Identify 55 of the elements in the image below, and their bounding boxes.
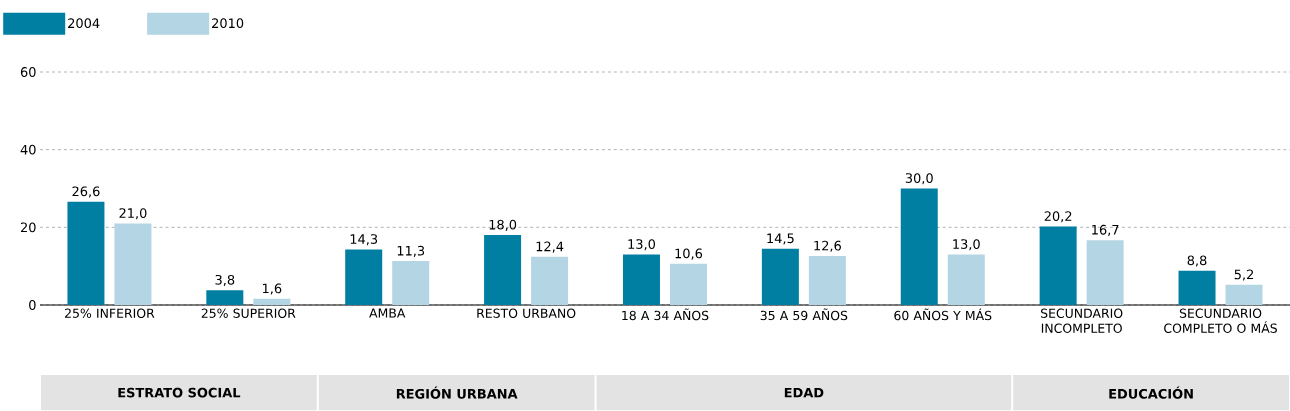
bar xyxy=(1225,284,1263,305)
bar xyxy=(531,256,569,305)
data-label: 21,0 xyxy=(119,208,147,220)
y-tick-label: 60 xyxy=(20,67,36,77)
bar xyxy=(808,256,846,305)
data-label: 18,0 xyxy=(489,219,517,231)
bar xyxy=(345,249,383,305)
y-tick-label: 0 xyxy=(29,300,36,310)
data-label: 11,3 xyxy=(397,245,425,257)
x-tick-label: 25% INFERIOR xyxy=(65,308,155,318)
text: REGIÓN URBANA xyxy=(396,386,518,399)
data-label: 20,2 xyxy=(1044,211,1072,223)
bar xyxy=(484,235,522,305)
x-tick-label: 18 A 34 AÑOS xyxy=(622,308,709,321)
data-label: 13,0 xyxy=(953,239,980,251)
data-label: 26,6 xyxy=(72,186,100,198)
bar xyxy=(67,201,105,305)
text: EDUCACIÓN xyxy=(1109,386,1193,399)
data-label: 12,6 xyxy=(814,240,841,252)
data-label: 16,7 xyxy=(1092,224,1119,236)
bar xyxy=(114,223,152,305)
text: ESTRATO SOCIAL xyxy=(118,387,241,398)
data-label: 10,6 xyxy=(675,248,703,260)
x-tick-label: AMBA xyxy=(369,308,406,318)
legend-label: 2010 xyxy=(212,18,244,29)
x-tick-label: RESTO URBANO xyxy=(477,308,576,318)
legend-label: 2004 xyxy=(68,18,100,29)
x-tick-label: SECUNDARIO COMPLETO O MÁS xyxy=(1164,308,1277,333)
data-label: 12,4 xyxy=(536,241,564,253)
y-tick-label: 40 xyxy=(20,144,36,155)
x-tick-label: 25% SUPERIOR xyxy=(201,308,296,318)
bar xyxy=(1178,270,1216,305)
bar xyxy=(206,290,244,305)
data-label: 14,3 xyxy=(350,234,378,246)
data-label: 30,0 xyxy=(905,173,933,185)
x-tick-label: SECUNDARIO INCOMPLETO xyxy=(1041,308,1123,333)
data-label: 3,8 xyxy=(215,274,235,287)
x-tick-label: 35 A 59 AÑOS xyxy=(760,308,848,321)
bar xyxy=(392,261,430,305)
bar xyxy=(253,298,291,305)
y-tick-label: 20 xyxy=(20,222,36,233)
bar xyxy=(622,254,660,305)
data-label: 13,0 xyxy=(628,239,656,251)
bar xyxy=(1086,240,1124,305)
data-label: 5,2 xyxy=(1234,269,1254,281)
x-tick-label: 60 AÑOS Y MÁS xyxy=(894,308,992,321)
bar xyxy=(1039,226,1077,305)
bar xyxy=(947,254,985,305)
data-label: 8,8 xyxy=(1187,255,1207,267)
data-label: 14,5 xyxy=(767,233,794,245)
text: EDAD xyxy=(784,387,824,398)
data-label: 1,6 xyxy=(262,283,282,295)
bar xyxy=(669,263,707,305)
bar xyxy=(761,248,799,305)
bar xyxy=(900,188,938,305)
